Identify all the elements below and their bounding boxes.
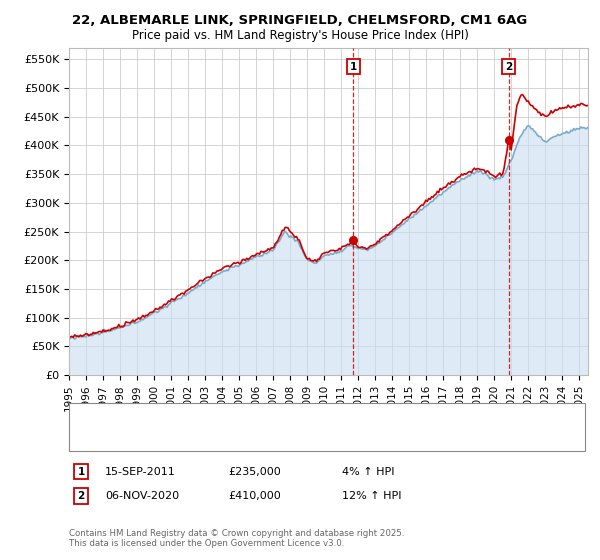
HPI: Average price, semi-detached house, Chelmsford: (2.03e+03, 4.31e+05): Average price, semi-detached house, Chel… xyxy=(584,124,592,130)
22, ALBEMARLE LINK, SPRINGFIELD, CHELMSFORD, CM1 6AG (semi-detached house) xyxy=(422,197,430,203)
Text: Price paid vs. HM Land Registry's House Price Index (HPI): Price paid vs. HM Land Registry's House … xyxy=(131,29,469,42)
HPI: Average price, semi-detached house, Chelmsford: (2.01e+03, 2.25e+05): Average price, semi-detached house, Chel… xyxy=(347,242,354,249)
Text: 4% ↑ HPI: 4% ↑ HPI xyxy=(342,466,395,477)
HPI: Average price, semi-detached house, Chelmsford: (2e+03, 6.29e+04): Average price, semi-detached house, Chel… xyxy=(71,335,78,342)
Text: £235,000: £235,000 xyxy=(228,466,281,477)
Line: HPI: Average price, semi-detached house, Chelmsford: HPI: Average price, semi-detached house,… xyxy=(69,125,588,339)
22, ALBEMARLE LINK, SPRINGFIELD, CHELMSFORD, CM1 6AG (semi-detached house) xyxy=(584,102,592,109)
Text: 22, ALBEMARLE LINK, SPRINGFIELD, CHELMSFORD, CM1 6AG: 22, ALBEMARLE LINK, SPRINGFIELD, CHELMSF… xyxy=(73,14,527,27)
Text: 15-SEP-2011: 15-SEP-2011 xyxy=(105,466,176,477)
22, ALBEMARLE LINK, SPRINGFIELD, CHELMSFORD, CM1 6AG (semi-detached house) xyxy=(70,334,77,341)
HPI: Average price, semi-detached house, Chelmsford: (2e+03, 6.3e+04): Average price, semi-detached house, Chel… xyxy=(65,335,73,342)
HPI: Average price, semi-detached house, Chelmsford: (2.02e+03, 3.32e+05): Average price, semi-detached house, Chel… xyxy=(451,181,458,188)
HPI: Average price, semi-detached house, Chelmsford: (2.02e+03, 2.94e+05): Average price, semi-detached house, Chel… xyxy=(422,203,430,209)
Text: 2: 2 xyxy=(505,62,512,72)
22, ALBEMARLE LINK, SPRINGFIELD, CHELMSFORD, CM1 6AG (semi-detached house) xyxy=(173,293,181,300)
Text: £410,000: £410,000 xyxy=(228,491,281,501)
Text: 1: 1 xyxy=(77,466,85,477)
Text: 22, ALBEMARLE LINK, SPRINGFIELD, CHELMSFORD, CM1 6AG (semi-detached house): 22, ALBEMARLE LINK, SPRINGFIELD, CHELMSF… xyxy=(117,412,532,422)
22, ALBEMARLE LINK, SPRINGFIELD, CHELMSFORD, CM1 6AG (semi-detached house) xyxy=(451,179,458,185)
22, ALBEMARLE LINK, SPRINGFIELD, CHELMSFORD, CM1 6AG (semi-detached house) xyxy=(65,333,73,340)
HPI: Average price, semi-detached house, Chelmsford: (2e+03, 1.31e+05): Average price, semi-detached house, Chel… xyxy=(173,296,181,303)
HPI: Average price, semi-detached house, Chelmsford: (2e+03, 8.3e+04): Average price, semi-detached house, Chel… xyxy=(118,324,125,331)
Text: 06-NOV-2020: 06-NOV-2020 xyxy=(105,491,179,501)
Text: 1: 1 xyxy=(350,62,357,72)
22, ALBEMARLE LINK, SPRINGFIELD, CHELMSFORD, CM1 6AG (semi-detached house) xyxy=(347,240,354,246)
HPI: Average price, semi-detached house, Chelmsford: (2e+03, 1.11e+05): Average price, semi-detached house, Chel… xyxy=(155,309,162,315)
Text: Contains HM Land Registry data © Crown copyright and database right 2025.
This d: Contains HM Land Registry data © Crown c… xyxy=(69,529,404,548)
Text: 12% ↑ HPI: 12% ↑ HPI xyxy=(342,491,401,501)
HPI: Average price, semi-detached house, Chelmsford: (2.02e+03, 4.34e+05): Average price, semi-detached house, Chel… xyxy=(524,122,532,129)
Line: 22, ALBEMARLE LINK, SPRINGFIELD, CHELMSFORD, CM1 6AG (semi-detached house): 22, ALBEMARLE LINK, SPRINGFIELD, CHELMSF… xyxy=(69,95,588,338)
22, ALBEMARLE LINK, SPRINGFIELD, CHELMSFORD, CM1 6AG (semi-detached house) xyxy=(118,323,125,330)
Text: 2: 2 xyxy=(77,491,85,501)
22, ALBEMARLE LINK, SPRINGFIELD, CHELMSFORD, CM1 6AG (semi-detached house) xyxy=(519,91,526,98)
Text: HPI: Average price, semi-detached house, Chelmsford: HPI: Average price, semi-detached house,… xyxy=(117,432,380,442)
22, ALBEMARLE LINK, SPRINGFIELD, CHELMSFORD, CM1 6AG (semi-detached house) xyxy=(155,306,162,312)
